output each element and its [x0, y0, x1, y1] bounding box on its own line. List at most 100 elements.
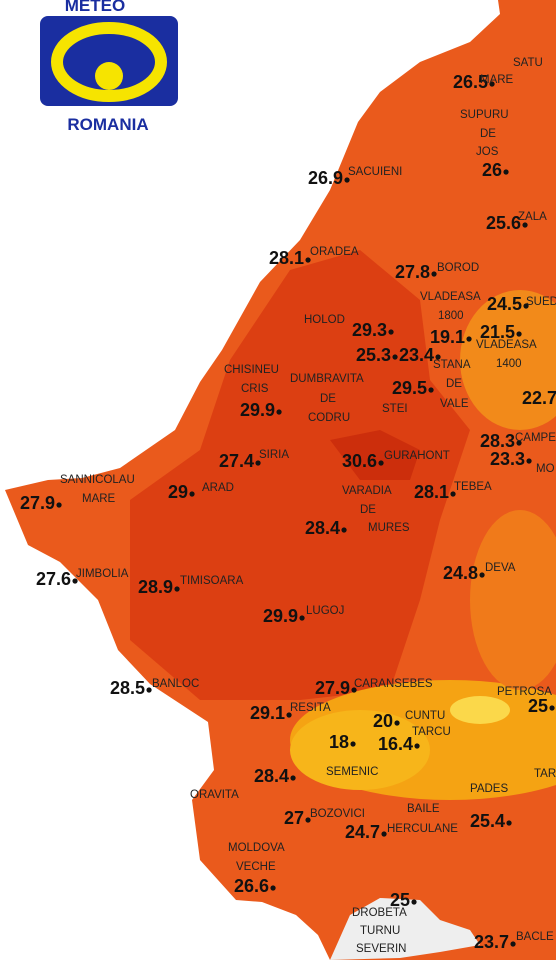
station-value: 26.5 — [453, 72, 488, 92]
station-name: DEVA — [485, 562, 516, 574]
station-name: JIMBOLIA — [76, 568, 129, 580]
station-value: 28.1 — [269, 248, 304, 268]
station-name: VLADEASA — [420, 291, 481, 303]
station-name: SIRIA — [259, 449, 289, 461]
station-name: DE — [480, 128, 496, 140]
station-dot — [479, 572, 485, 578]
station-value: 28.4 — [305, 518, 340, 538]
station-name: DE — [320, 393, 336, 405]
logo-top: METEO — [65, 0, 125, 15]
station-name: MOLDOVA — [228, 842, 285, 854]
station-name: MURES — [368, 522, 410, 534]
station-value: 18 — [329, 732, 349, 752]
cool-zone — [470, 510, 556, 690]
cool-zone — [450, 696, 510, 724]
station-name: PETROSA — [497, 686, 552, 698]
station-dot — [392, 354, 398, 360]
station-name: VALE — [440, 398, 469, 410]
station-dot — [56, 502, 62, 508]
station-name: 1400 — [496, 358, 522, 370]
station-value: 27.8 — [395, 262, 430, 282]
station-value: 26.6 — [234, 876, 269, 896]
station-name: HOLOD — [304, 314, 345, 326]
station-name: CHISINEU — [224, 364, 279, 376]
station-dot — [526, 458, 532, 464]
station-dot — [431, 271, 437, 277]
station-dot — [522, 222, 528, 228]
station-name: TAR — [534, 768, 556, 780]
station-name: ARAD — [202, 482, 234, 494]
station-value: 28.1 — [414, 482, 449, 502]
station-dot — [305, 817, 311, 823]
station-dot — [378, 460, 384, 466]
station-dot — [255, 460, 261, 466]
station-name: CAMPE — [515, 432, 556, 444]
station-name: STEI — [382, 403, 408, 415]
station-name: CRIS — [241, 383, 269, 395]
station-dot — [394, 720, 400, 726]
station-value: 28.4 — [254, 766, 289, 786]
station-value: 27.6 — [36, 569, 71, 589]
station-name: SATU — [513, 57, 543, 69]
station-name: SUPURU — [460, 109, 509, 121]
station-value: 23.7 — [474, 932, 509, 952]
station-value: 25.4 — [470, 811, 505, 831]
station-name: LUGOJ — [306, 605, 344, 617]
station-name: VLADEASA — [476, 339, 537, 351]
station-dot — [189, 491, 195, 497]
station-dot — [146, 687, 152, 693]
station-value: 25.3 — [356, 345, 391, 365]
station-dot — [503, 169, 509, 175]
cool-zone — [460, 290, 556, 430]
logo: METEO ROMANIA — [40, 0, 178, 134]
station-name: RESITA — [290, 702, 331, 714]
station-dot — [414, 743, 420, 749]
station-dot — [510, 941, 516, 947]
station-dot — [174, 586, 180, 592]
station-name: VECHE — [236, 861, 276, 873]
station-name: PADES — [470, 783, 508, 795]
station-dot — [351, 687, 357, 693]
station-name: SANNICOLAU — [60, 474, 135, 486]
station-value: 29.9 — [263, 606, 298, 626]
station-dot — [523, 303, 529, 309]
station-value: 16.4 — [378, 734, 413, 754]
station-dot — [72, 578, 78, 584]
river — [330, 898, 480, 960]
station-name: JOS — [476, 146, 499, 158]
station-name: BOZOVICI — [310, 808, 365, 820]
logo-bottom: ROMANIA — [67, 115, 148, 134]
station-value: 21.5 — [480, 322, 515, 342]
station-name: CARANSEBES — [354, 678, 433, 690]
station-name: GURAHONT — [384, 450, 450, 462]
station-name: SEVERIN — [356, 943, 407, 955]
station-value: 27.4 — [219, 451, 254, 471]
station-dot — [435, 354, 441, 360]
station-value: 27 — [284, 808, 304, 828]
station-value: 28.5 — [110, 678, 145, 698]
station-dot — [290, 775, 296, 781]
station-name: 1800 — [438, 310, 464, 322]
hot-core — [330, 430, 420, 480]
station-value: 20 — [373, 711, 393, 731]
station-value: 26.9 — [308, 168, 343, 188]
station-name: VARADIA — [342, 485, 392, 497]
station-value: 27.9 — [315, 678, 350, 698]
station-value: 24.8 — [443, 563, 478, 583]
station-name: MO — [536, 463, 555, 475]
station-name: BACLE — [516, 931, 554, 943]
cool-zone — [290, 710, 430, 790]
station-name: DROBETA — [352, 907, 407, 919]
station-name: TEBEA — [454, 481, 492, 493]
station-name: ORADEA — [310, 246, 359, 258]
station-name: CUNTU — [405, 710, 445, 722]
station-name: DE — [360, 504, 376, 516]
station-dot — [466, 336, 472, 342]
station-value: 28.3 — [480, 431, 515, 451]
station-dot — [305, 257, 311, 263]
station-dot — [516, 331, 522, 337]
station-value: 29.1 — [250, 703, 285, 723]
station-name: TURNU — [360, 925, 400, 937]
station-dot — [341, 527, 347, 533]
